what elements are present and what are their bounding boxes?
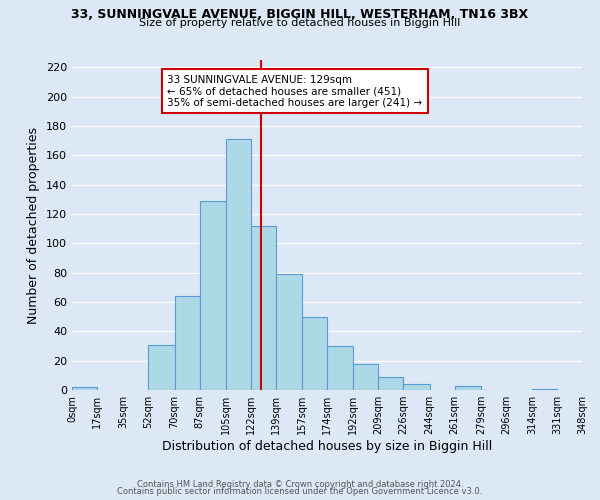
Bar — [353, 364, 378, 390]
Bar — [72, 387, 97, 390]
Bar — [403, 384, 430, 390]
Bar — [276, 274, 302, 390]
Bar — [378, 377, 403, 390]
Text: Size of property relative to detached houses in Biggin Hill: Size of property relative to detached ho… — [139, 18, 461, 28]
Bar — [455, 386, 481, 390]
Bar — [175, 296, 199, 390]
Text: Contains public sector information licensed under the Open Government Licence v3: Contains public sector information licen… — [118, 487, 482, 496]
Bar — [302, 316, 327, 390]
Bar — [532, 388, 557, 390]
Y-axis label: Number of detached properties: Number of detached properties — [28, 126, 40, 324]
Bar — [148, 344, 175, 390]
Bar — [199, 201, 226, 390]
Text: Contains HM Land Registry data © Crown copyright and database right 2024.: Contains HM Land Registry data © Crown c… — [137, 480, 463, 489]
Bar — [226, 139, 251, 390]
X-axis label: Distribution of detached houses by size in Biggin Hill: Distribution of detached houses by size … — [162, 440, 492, 453]
Bar — [251, 226, 276, 390]
Text: 33, SUNNINGVALE AVENUE, BIGGIN HILL, WESTERHAM, TN16 3BX: 33, SUNNINGVALE AVENUE, BIGGIN HILL, WES… — [71, 8, 529, 20]
Bar — [327, 346, 353, 390]
Text: 33 SUNNINGVALE AVENUE: 129sqm
← 65% of detached houses are smaller (451)
35% of : 33 SUNNINGVALE AVENUE: 129sqm ← 65% of d… — [167, 74, 422, 108]
